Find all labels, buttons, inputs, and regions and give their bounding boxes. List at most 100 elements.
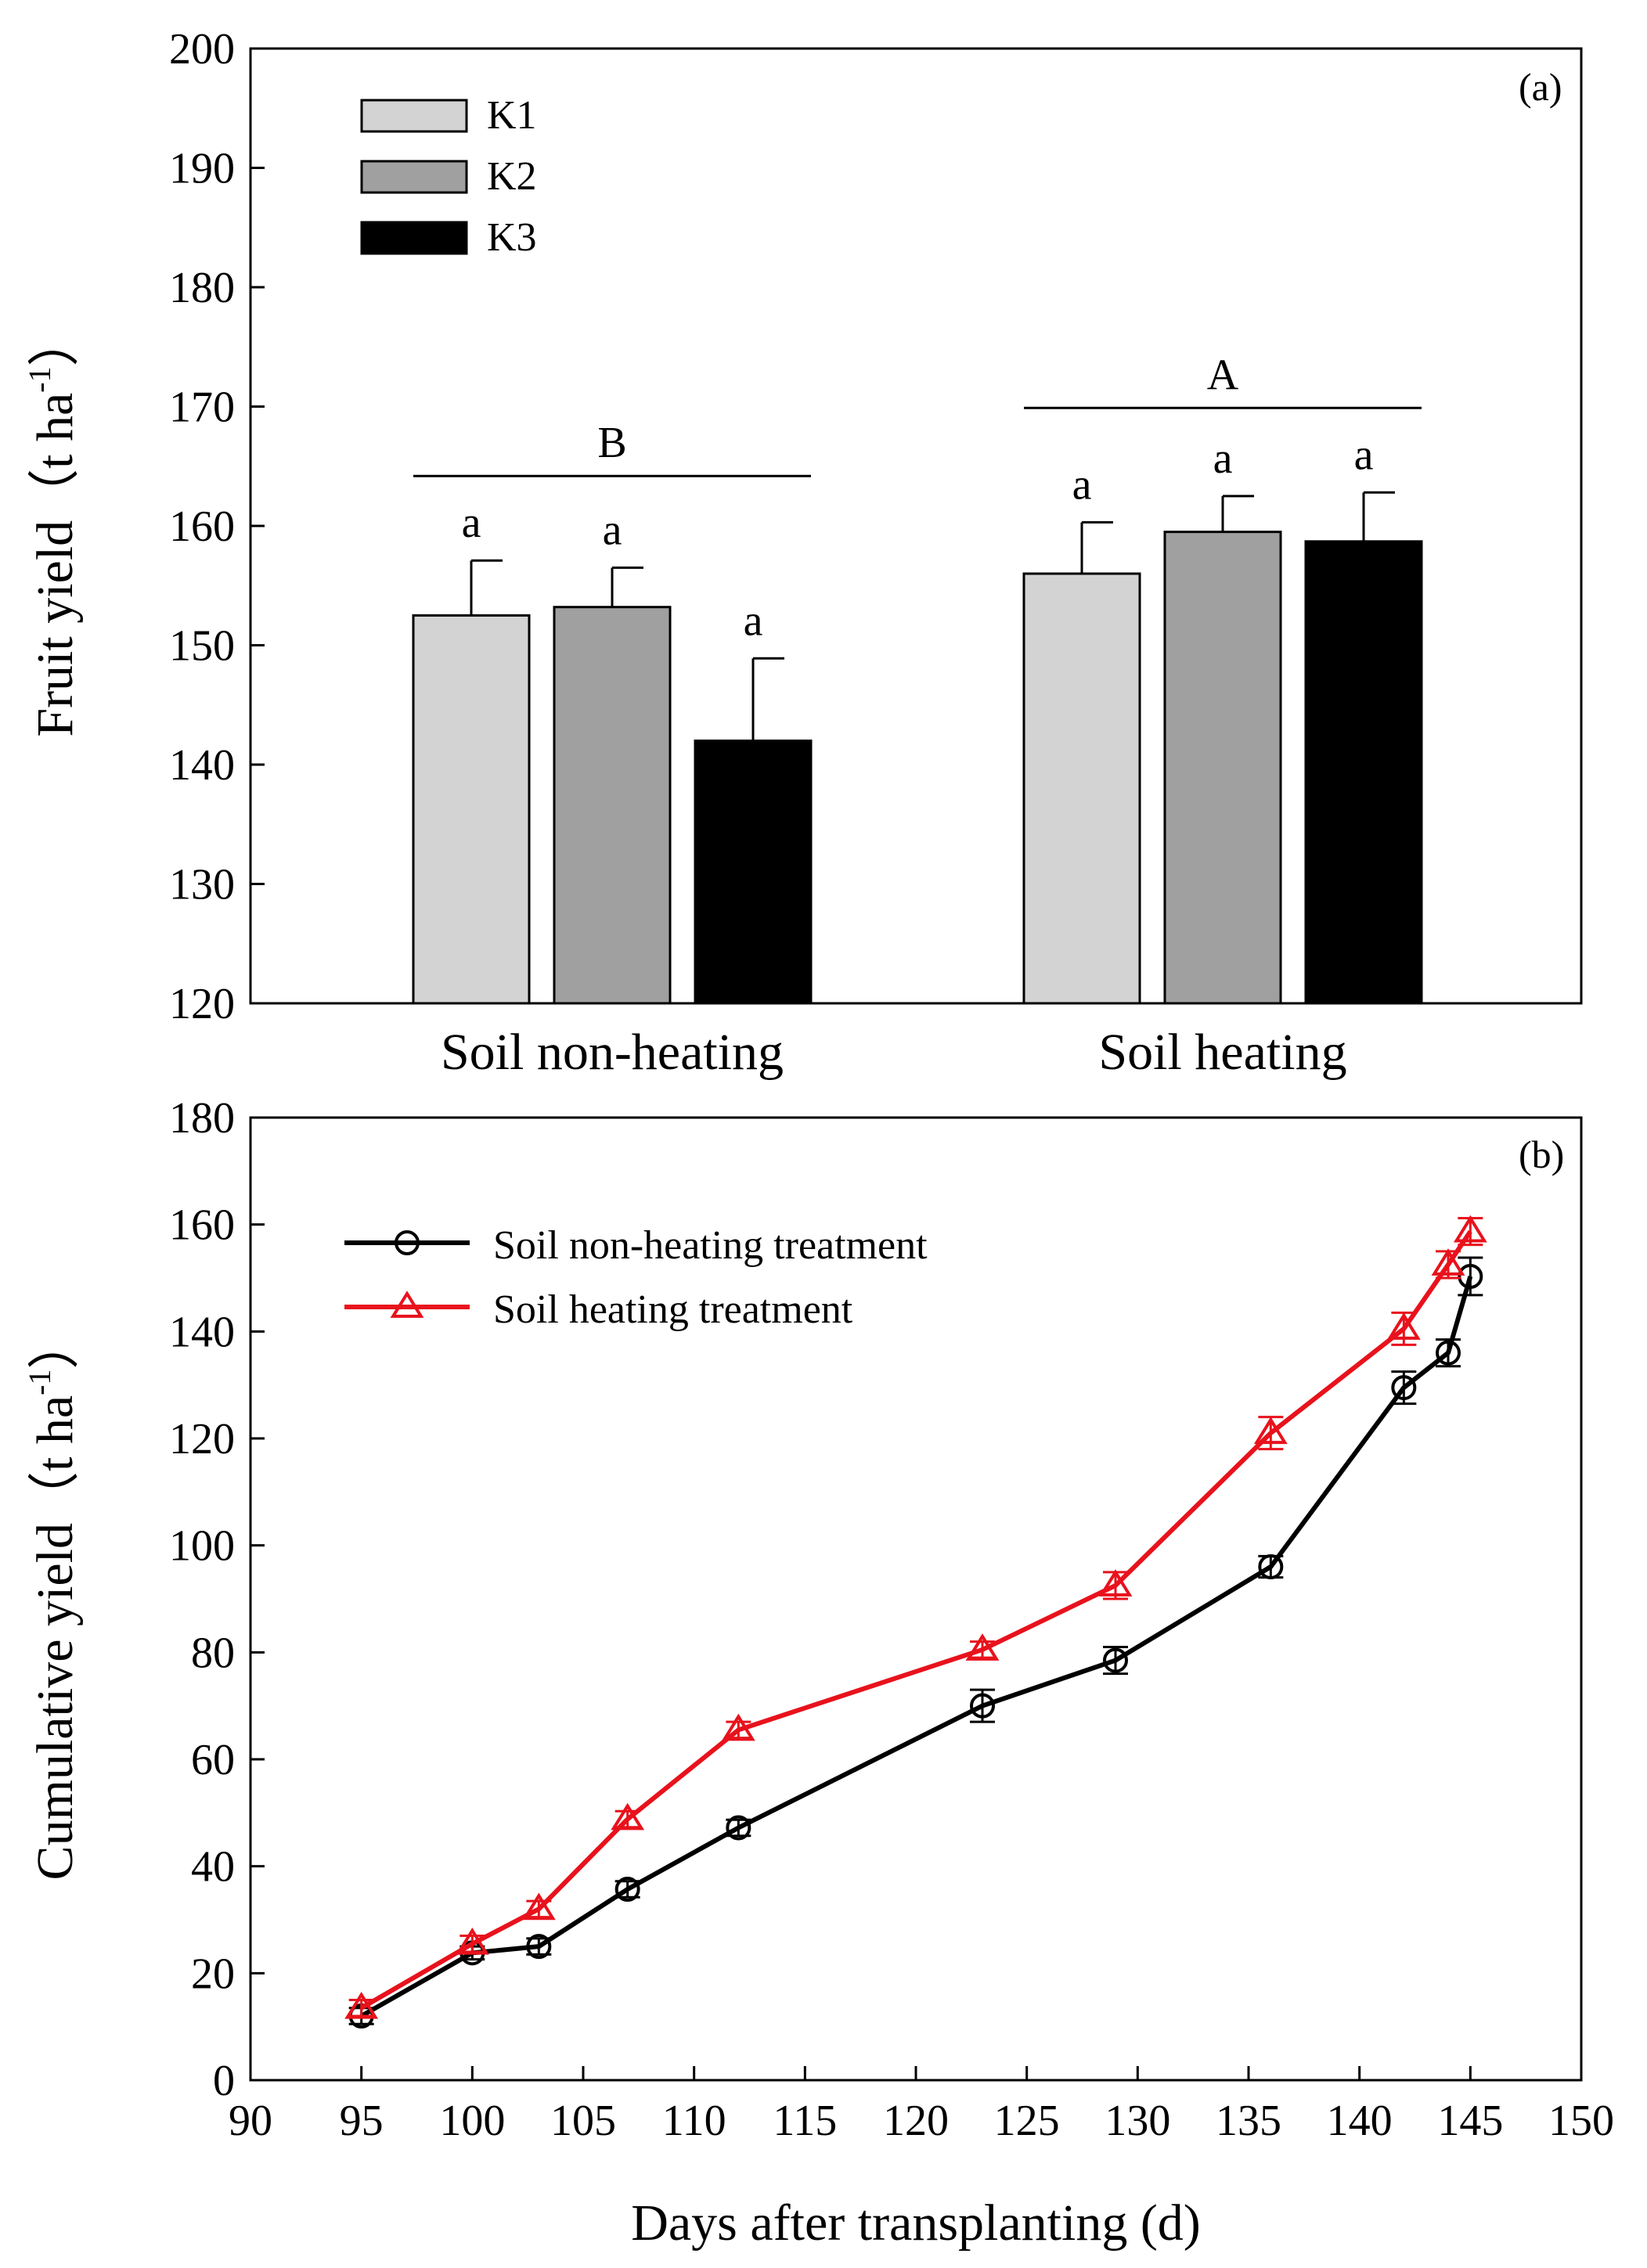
panel-a-y-axis-label-sup: -1 bbox=[22, 366, 57, 392]
y-tick-label: 40 bbox=[191, 1843, 235, 1892]
data-point-triangle bbox=[521, 1892, 556, 1921]
x-tick-label: 135 bbox=[1216, 2097, 1281, 2145]
y-tick-label: 0 bbox=[213, 2057, 235, 2105]
x-tick-label: 95 bbox=[340, 2097, 384, 2145]
y-tick-label: 120 bbox=[169, 980, 235, 1028]
legend-swatch-k3 bbox=[360, 221, 468, 255]
panel-b-x-axis: 90 95 100 105 110 115 120 125 130 135 140 145 150 bbox=[229, 2066, 1614, 2145]
x-tick-label: 110 bbox=[662, 2097, 726, 2145]
y-tick-label: 100 bbox=[169, 1522, 235, 1571]
category-label: Soil non-heating bbox=[441, 1024, 784, 1081]
panel-a-y-axis: 120 130 140 150 160 170 180 190 200 bbox=[169, 25, 265, 1028]
data-point-triangle bbox=[611, 1802, 645, 1831]
significance-letter: a bbox=[1213, 434, 1233, 483]
legend-label: K2 bbox=[487, 154, 537, 199]
series-heating bbox=[344, 1215, 1487, 2019]
x-tick-label: 90 bbox=[229, 2097, 272, 2145]
panel-b-y-axis-label-sup: -1 bbox=[22, 1370, 57, 1395]
panel-a-tag: (a) bbox=[1519, 65, 1562, 109]
legend-label: K3 bbox=[487, 215, 537, 260]
data-point-circle bbox=[1258, 1554, 1284, 1579]
y-tick-label: 180 bbox=[169, 1094, 235, 1143]
group-letter: B bbox=[597, 419, 626, 467]
data-point-triangle bbox=[344, 1991, 379, 2019]
data-point-triangle bbox=[1253, 1417, 1288, 1445]
panel-b-y-axis: 0 20 40 60 80 100 120 140 160 180 bbox=[169, 1094, 265, 2105]
y-tick-label: 60 bbox=[191, 1736, 235, 1784]
x-tick-label: 125 bbox=[994, 2097, 1060, 2145]
panel-b-y-axis-label-text: Cumulative yield（t ha bbox=[27, 1395, 84, 1881]
legend-label: K1 bbox=[487, 93, 537, 138]
y-tick-label: 160 bbox=[169, 1201, 235, 1250]
data-point-triangle bbox=[1453, 1215, 1487, 1243]
y-tick-label: 180 bbox=[169, 264, 235, 312]
group-letter: A bbox=[1207, 351, 1239, 399]
y-tick-label: 140 bbox=[169, 1308, 235, 1356]
x-tick-label: 100 bbox=[439, 2097, 505, 2145]
panel-a-legend: K1 K2 K3 bbox=[360, 93, 537, 260]
series-non-heating bbox=[348, 1256, 1483, 2029]
series-line bbox=[360, 1276, 1473, 2018]
panel-b-series bbox=[344, 1215, 1487, 2029]
data-point-circle bbox=[1103, 1647, 1128, 1673]
x-tick-label: 115 bbox=[773, 2097, 837, 2145]
x-tick-label: 150 bbox=[1548, 2097, 1614, 2145]
y-tick-label: 120 bbox=[169, 1415, 235, 1463]
significance-letter: a bbox=[603, 506, 622, 554]
y-tick-label: 80 bbox=[191, 1629, 235, 1677]
y-tick-label: 190 bbox=[169, 145, 235, 193]
bar-k2 bbox=[553, 606, 672, 1005]
legend-marker-triangle bbox=[390, 1291, 424, 1318]
y-tick-label: 160 bbox=[169, 502, 235, 551]
bar-k1 bbox=[412, 614, 531, 1005]
significance-letter: a bbox=[744, 596, 763, 645]
panel-a-y-axis-label: Fruit yield（t ha-1） bbox=[22, 315, 84, 736]
panel-a-x-axis: Soil non-heating Soil heating bbox=[441, 1024, 1347, 1081]
x-tick-label: 130 bbox=[1105, 2097, 1170, 2145]
x-tick-label: 140 bbox=[1327, 2097, 1393, 2145]
panel-a-y-axis-label-text: Fruit yield（t ha bbox=[27, 393, 84, 737]
data-point-circle bbox=[1436, 1340, 1461, 1366]
data-point-circle bbox=[614, 1877, 640, 1903]
y-tick-label: 170 bbox=[169, 383, 235, 432]
legend-marker-circle bbox=[395, 1230, 420, 1255]
y-tick-label: 200 bbox=[169, 25, 235, 74]
panel-b-x-axis-label: Days after transplanting (d) bbox=[631, 2194, 1201, 2252]
data-point-triangle bbox=[1386, 1312, 1421, 1340]
x-tick-label: 120 bbox=[883, 2097, 949, 2145]
bar-k2 bbox=[1163, 531, 1282, 1005]
data-point-circle bbox=[970, 1693, 995, 1719]
data-point-circle bbox=[1458, 1263, 1483, 1289]
x-tick-label: 145 bbox=[1437, 2097, 1503, 2145]
panel-b-tag: (b) bbox=[1519, 1132, 1564, 1176]
panel-a-y-axis-label-close: ） bbox=[27, 315, 84, 366]
y-tick-label: 150 bbox=[169, 622, 235, 671]
data-point-circle bbox=[1391, 1375, 1417, 1401]
legend-swatch-k2 bbox=[360, 160, 468, 194]
series-line bbox=[360, 1229, 1472, 2011]
panel-b-line-chart: 0 20 40 60 80 100 120 140 160 180 90 95 100 105 110 11… bbox=[22, 1094, 1614, 2252]
x-tick-label: 105 bbox=[550, 2097, 616, 2145]
bar-k1 bbox=[1022, 572, 1141, 1005]
significance-letter: a bbox=[1072, 460, 1092, 509]
bar-k3 bbox=[1304, 540, 1423, 1005]
data-point-triangle bbox=[1098, 1569, 1133, 1597]
data-point-circle bbox=[726, 1815, 751, 1841]
data-point-triangle bbox=[965, 1633, 1000, 1661]
data-point-circle bbox=[526, 1934, 552, 1960]
significance-letter: a bbox=[1354, 430, 1374, 479]
legend-label: Soil non-heating treatment bbox=[493, 1223, 928, 1268]
y-tick-label: 130 bbox=[169, 861, 235, 909]
y-tick-label: 20 bbox=[191, 1949, 235, 1998]
panel-b-y-axis-label: Cumulative yield（t ha-1） bbox=[22, 1318, 84, 1881]
data-point-triangle bbox=[1431, 1248, 1465, 1276]
significance-letter: a bbox=[462, 499, 481, 547]
legend-swatch-k1 bbox=[360, 99, 468, 133]
data-point-triangle bbox=[721, 1713, 755, 1741]
panel-b-y-axis-label-close: ） bbox=[27, 1318, 84, 1370]
category-label: Soil heating bbox=[1098, 1024, 1346, 1081]
data-point-triangle bbox=[455, 1927, 489, 1955]
